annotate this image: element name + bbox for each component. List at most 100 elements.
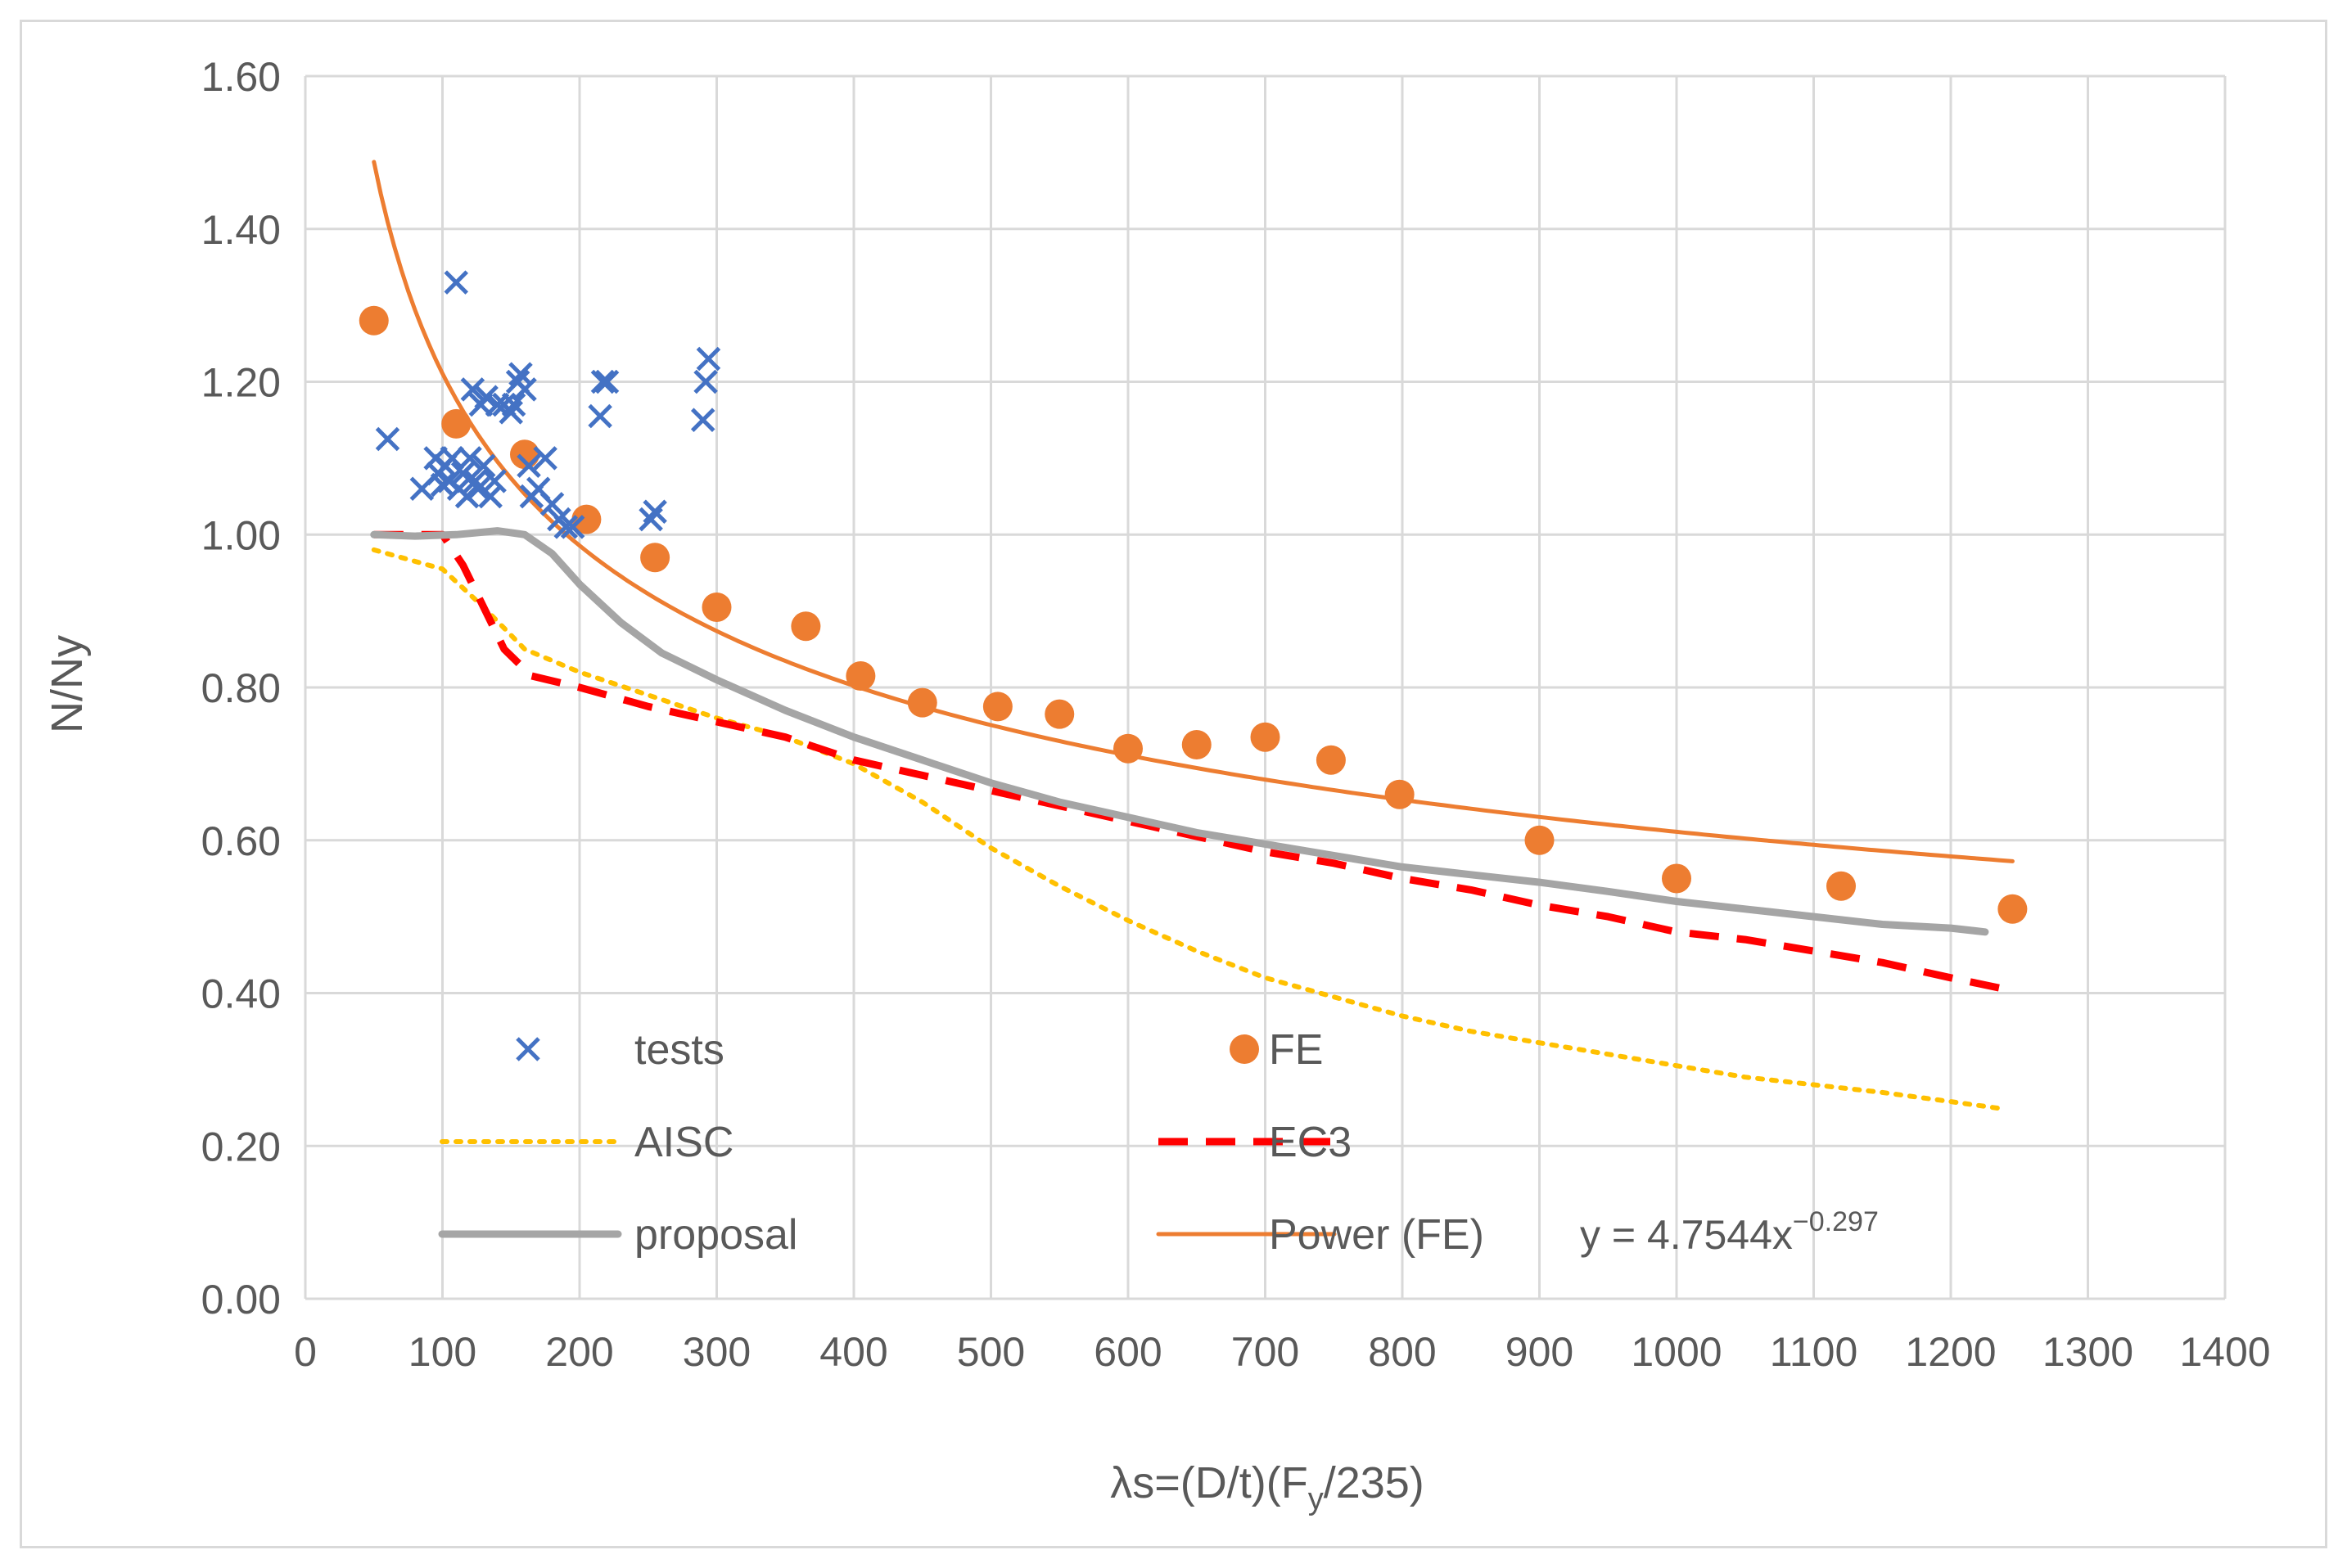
legend-item-aisc: AISC [440,1119,733,1166]
tests-marker-stroke [471,453,496,478]
tests-point [690,408,715,432]
x-tick-label: 700 [1231,1329,1299,1375]
tests-marker-stroke [501,392,526,417]
fe-point [441,408,472,439]
tests-point [590,369,616,394]
fe-point [702,592,732,622]
x-tick-label: 1100 [1770,1329,1858,1375]
tests-point [643,499,667,525]
tests-point [471,453,496,478]
x-axis-label: λs=(D/t)(Fy/235) [1110,1458,1424,1516]
legend-item-tests: tests [516,1026,724,1074]
series-line-aisc [371,547,2008,1112]
fe-point [1181,730,1212,760]
x-tick-label: 100 [408,1329,476,1375]
tests-marker-stroke [474,385,499,409]
legend-label: Power (FE) [1269,1211,1484,1259]
legend-fe-marker [1230,1034,1259,1064]
tests-point [533,446,557,471]
series-line-proposal [370,527,1989,936]
tests-point [478,484,503,509]
tests-point [512,377,537,402]
legend-label: AISC [634,1119,733,1166]
legend: tests FE AISC EC3 proposal Power (FE) y = 4.75… [438,1026,1879,1259]
series-line-ec3 [373,530,2006,994]
x-axis-label-tail: /235) [1324,1458,1424,1507]
tests-marker-stroke [444,270,469,295]
legend-label: FE [1269,1026,1323,1074]
y-tick-label: 0.60 [201,818,281,864]
fe-point [1524,825,1555,855]
tests-point [440,446,464,471]
tests-point [696,346,721,372]
tests-marker-stroke [458,446,482,471]
tests-point [693,369,718,394]
tests-marker-stroke [526,476,551,501]
tests-point [482,469,507,493]
tests-marker-stroke [460,377,485,402]
tests-point [375,426,400,452]
fe-point [1662,863,1691,894]
tests-marker-stroke [463,469,488,493]
tests-point [553,515,579,539]
fe-point [1997,894,2028,924]
tests-marker-stroke [482,469,507,493]
tests-point [501,392,526,417]
tests-point [588,403,612,429]
y-tick-label: 1.20 [201,360,281,406]
tests-marker-stroke [375,426,400,452]
x-tick-label: 600 [1094,1329,1162,1375]
tests-marker-stroke [643,499,667,525]
tests-point [458,446,482,471]
tests-marker-stroke [590,369,616,394]
tests-marker-stroke [466,476,490,501]
tests-marker-stroke [533,446,557,471]
tests-point [560,515,585,539]
y-axis-label: N/Ny [43,635,92,733]
tests-point [594,369,620,394]
x-tick-label: 0 [294,1329,317,1375]
tests-marker-stroke [539,492,565,516]
legend-label: tests [634,1026,724,1074]
fe-point [846,660,876,691]
y-tick-label: 0.80 [201,665,281,711]
trendline-equation-exponent: −0.297 [1793,1206,1879,1237]
tests-marker-stroke [499,400,524,425]
x-tick-label: 200 [545,1329,613,1375]
fe-point [1384,779,1415,809]
tests-marker-stroke [696,346,721,372]
tests-marker-stroke [517,453,541,478]
y-tick-label: 1.00 [201,512,281,558]
x-tick-label: 800 [1368,1329,1436,1375]
x-axis-label-main: λs=(D/t)(F [1110,1458,1307,1507]
tests-marker-stroke [478,484,503,509]
fe-point [1250,722,1280,752]
tests-marker-stroke [553,515,579,539]
fe-point [571,504,602,534]
x-tick-label: 1400 [2179,1329,2270,1375]
y-tick-label: 1.60 [201,54,281,100]
tests-point [474,385,499,409]
tests-marker-stroke [690,408,715,432]
legend-tests-marker [516,1037,540,1061]
tests-marker-stroke [693,369,718,394]
tests-marker-stroke [440,446,464,471]
fe-point [791,611,821,642]
legend-item-fe: FE [1230,1026,1323,1074]
tests-point [460,377,485,402]
y-tick-label: 0.20 [201,1124,281,1169]
x-tick-label: 300 [683,1329,751,1375]
tests-marker-stroke [450,461,476,486]
x-axis-label-subscript: y [1308,1482,1324,1516]
tests-marker-stroke [512,377,537,402]
x-tick-label: 1000 [1631,1329,1722,1375]
tests-point [639,507,663,532]
legend-item-proposal: proposal [438,1211,797,1259]
legend-item-ec3: EC3 [1158,1119,1352,1166]
tests-marker-stroke [560,515,585,539]
trendline-equation-main: y = 4.7544x [1580,1212,1793,1258]
fe-point [1045,699,1075,729]
fe-point [907,687,937,718]
fe-point [510,439,539,470]
